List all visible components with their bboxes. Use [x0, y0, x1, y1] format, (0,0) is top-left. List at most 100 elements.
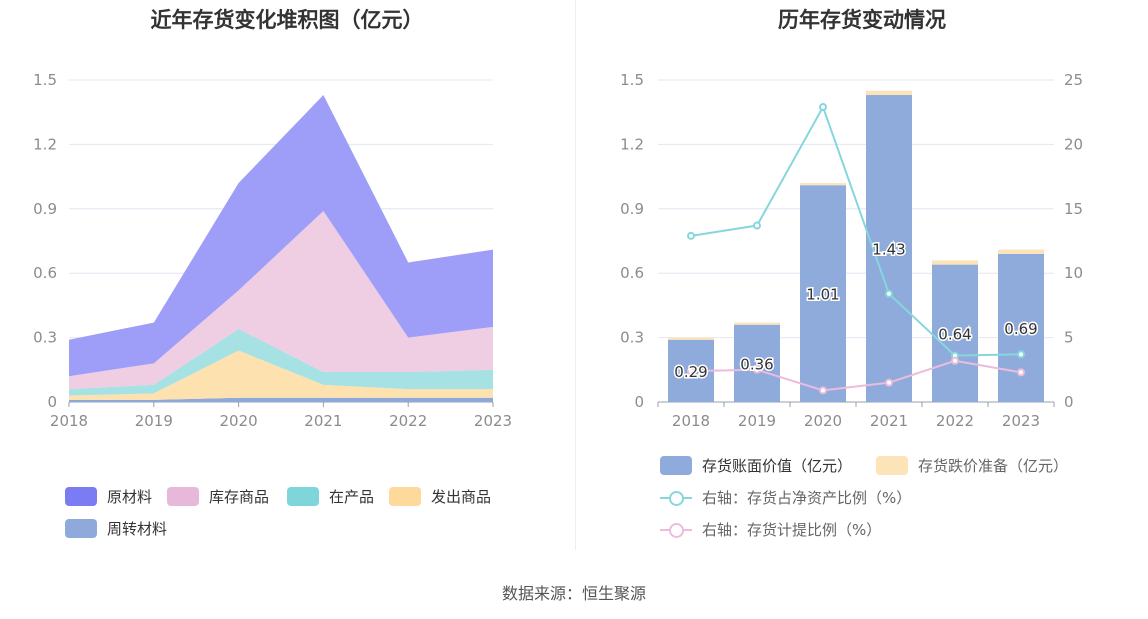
bar-book-value: [734, 324, 780, 402]
legend-item[interactable]: 右轴：存货占净资产比例（%）: [660, 487, 911, 508]
x-tick-label: 2019: [738, 412, 776, 430]
bar-book-value: [932, 264, 978, 402]
x-tick-label: 2020: [804, 412, 842, 430]
x-tick-label: 2022: [936, 412, 974, 430]
legend-label: 右轴：存货计提比例（%）: [702, 521, 882, 539]
x-tick-label: 2021: [870, 412, 908, 430]
legend-label: 周转材料: [107, 520, 168, 538]
y-tick-label: 0.3: [620, 329, 644, 347]
bar-impairment: [932, 260, 978, 265]
line-point: [753, 221, 761, 230]
bar-impairment: [866, 90, 912, 96]
y2-tick-label: 10: [1064, 264, 1083, 282]
legend-item[interactable]: 周转材料: [65, 518, 167, 539]
bar-impairment: [668, 337, 714, 340]
line-point: [885, 289, 893, 298]
x-tick-label: 2023: [474, 412, 512, 430]
legend-label: 在产品: [329, 488, 375, 506]
line-point: [687, 231, 695, 240]
y-tick-label: 1.2: [620, 135, 644, 153]
legend-item[interactable]: 右轴：存货计提比例（%）: [660, 519, 881, 540]
line-point: [753, 365, 761, 374]
legend-label: 库存商品: [209, 488, 270, 506]
bar-book-value: [800, 185, 846, 402]
legend-swatch: [65, 519, 97, 538]
legend-swatch: [167, 487, 199, 506]
x-tick-label: 2018: [50, 412, 88, 430]
y-tick-label: 1.2: [33, 135, 57, 153]
legend-swatch: [876, 456, 908, 475]
bar-impairment: [734, 322, 780, 325]
area-发出商品: [69, 350, 493, 400]
legend-label: 存货跌价准备（亿元）: [918, 457, 1069, 475]
bar-data-label: 0.64: [938, 325, 971, 343]
y2-tick-label: 20: [1064, 135, 1083, 153]
area-原材料: [69, 95, 493, 377]
legend-label: 存货账面价值（亿元）: [702, 457, 853, 475]
y-tick-label: 0: [47, 393, 57, 411]
line-point: [1017, 350, 1025, 359]
x-tick-label: 2018: [672, 412, 710, 430]
area-在产品: [69, 329, 493, 396]
bar-data-label: 0.36: [740, 355, 773, 373]
legend-line-marker: [660, 488, 692, 508]
data-source-label: 数据来源：恒生聚源: [501, 584, 646, 603]
legend-label: 原材料: [107, 488, 153, 506]
y-tick-label: 0.6: [33, 264, 57, 282]
y2-tick-label: 0: [1064, 393, 1074, 411]
legend-swatch: [287, 487, 319, 506]
y2-tick-label: 15: [1064, 200, 1083, 218]
area-库存商品: [69, 210, 493, 390]
legend-label: 右轴：存货占净资产比例（%）: [702, 489, 912, 507]
y-tick-label: 1.5: [33, 71, 57, 89]
bar-data-label: 1.01: [806, 286, 839, 304]
y2-tick-label: 5: [1064, 329, 1074, 347]
bar-line-chart-panel: 历年存货变动情况 0 0.3 0.6 0.9 1.2 1.5 0 5 10 15 20 25 2018 2…: [576, 0, 1148, 550]
legend-swatch: [660, 456, 692, 475]
x-tick-label: 2021: [304, 412, 342, 430]
legend-label: 发出商品: [431, 488, 492, 506]
stacked-area-chart: 0 0.3 0.6 0.9 1.2 1.5 2018 2019 2020 2021 2022 2023: [33, 71, 512, 430]
legend-item[interactable]: 库存商品: [167, 486, 269, 507]
line-point: [819, 103, 827, 112]
legend-swatch: [389, 487, 421, 506]
y2-tick-label: 25: [1064, 71, 1083, 89]
line-point: [687, 367, 695, 376]
legend-item[interactable]: 发出商品: [389, 486, 491, 507]
line-point: [885, 378, 893, 387]
x-tick-label: 2019: [135, 412, 173, 430]
y-tick-label: 0: [634, 393, 644, 411]
legend-item[interactable]: 存货账面价值（亿元）: [660, 455, 852, 476]
line-point: [1017, 368, 1025, 377]
legend-line-circle: [669, 522, 684, 538]
legend-item[interactable]: 原材料: [65, 486, 152, 507]
x-tick-label: 2022: [389, 412, 427, 430]
bar-data-label: 0.69: [1004, 320, 1037, 338]
x-tick-label: 2023: [1002, 412, 1040, 430]
y-tick-label: 1.5: [620, 71, 644, 89]
area-周转材料: [69, 397, 493, 402]
legend-swatch: [65, 487, 97, 506]
legend-line-marker: [660, 520, 692, 540]
left-chart-title: 近年存货变化堆积图（亿元）: [150, 8, 424, 32]
bar-line-chart: 0 0.3 0.6 0.9 1.2 1.5 0 5 10 15 20 25 2018 2019 2020 20…: [620, 71, 1083, 430]
bar-data-label: 1.43: [872, 241, 905, 259]
y-tick-label: 0.9: [620, 200, 644, 218]
bar-book-value: [998, 253, 1044, 402]
x-tick-label: 2020: [220, 412, 258, 430]
bar-impairment: [800, 183, 846, 186]
y-tick-label: 0.6: [620, 264, 644, 282]
y-tick-label: 0.9: [33, 200, 57, 218]
y-tick-label: 0.3: [33, 329, 57, 347]
legend-item[interactable]: 在产品: [287, 486, 374, 507]
legend-item[interactable]: 存货跌价准备（亿元）: [876, 455, 1068, 476]
legend-line-circle: [669, 490, 684, 506]
right-chart-title: 历年存货变动情况: [778, 8, 946, 32]
stacked-area-chart-panel: 近年存货变化堆积图（亿元） 0 0.3 0.6 0.9 1.2 1.5 2018 2019 20…: [0, 0, 574, 550]
bar-data-label: 0.29: [674, 363, 707, 381]
panel-divider: [575, 0, 576, 550]
bar-impairment: [998, 249, 1044, 254]
line-point: [951, 356, 959, 365]
line-point: [819, 386, 827, 395]
line-1: [690, 359, 1022, 392]
